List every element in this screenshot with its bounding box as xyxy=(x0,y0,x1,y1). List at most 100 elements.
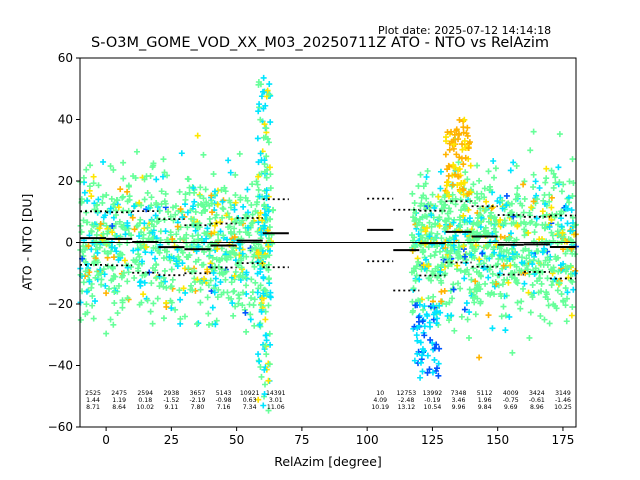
data-point xyxy=(452,201,459,208)
data-point xyxy=(188,268,195,275)
x-tick-label: 25 xyxy=(164,433,179,447)
plot-date: Plot date: 2025-07-12 14:14:18 xyxy=(378,24,552,37)
data-point xyxy=(565,199,572,206)
data-point xyxy=(421,265,428,272)
data-point xyxy=(436,345,443,352)
data-point xyxy=(228,279,235,286)
data-point xyxy=(490,158,497,165)
data-point xyxy=(134,222,141,229)
data-point xyxy=(211,222,218,229)
data-point xyxy=(255,108,262,115)
data-point xyxy=(543,165,550,172)
data-point xyxy=(160,255,167,262)
data-point xyxy=(419,249,426,256)
data-point xyxy=(220,206,227,213)
data-point xyxy=(112,220,119,227)
data-point xyxy=(485,312,492,319)
data-point xyxy=(451,164,458,171)
data-point xyxy=(502,327,509,334)
data-point xyxy=(181,313,188,320)
data-point xyxy=(83,288,90,295)
data-point xyxy=(493,280,500,287)
x-tick-label: 0 xyxy=(102,433,110,447)
bin-mean-label: -1.46 xyxy=(555,397,571,404)
data-point xyxy=(448,312,455,319)
data-point xyxy=(557,262,564,269)
data-point xyxy=(90,173,97,180)
data-point xyxy=(126,193,133,200)
data-point xyxy=(472,293,479,300)
data-point xyxy=(542,179,549,186)
data-point xyxy=(248,276,255,283)
data-point xyxy=(158,279,165,286)
data-point xyxy=(84,309,91,316)
data-point xyxy=(152,212,159,219)
data-point xyxy=(86,183,93,190)
data-point xyxy=(141,196,148,203)
data-point xyxy=(526,209,533,216)
data-point xyxy=(218,186,225,193)
data-point xyxy=(423,195,430,202)
bin-std-label: 9.84 xyxy=(478,404,492,411)
data-point xyxy=(456,116,463,123)
data-point xyxy=(77,316,84,323)
data-point xyxy=(163,248,170,255)
data-point xyxy=(482,224,489,231)
data-point xyxy=(142,271,149,278)
data-point xyxy=(418,266,425,273)
data-point xyxy=(483,198,490,205)
data-point xyxy=(569,214,576,221)
bin-std-label: 11.06 xyxy=(267,404,285,411)
data-point xyxy=(261,222,268,229)
data-point xyxy=(430,316,437,323)
data-point xyxy=(438,198,445,205)
data-point xyxy=(83,166,90,173)
data-point xyxy=(207,277,214,284)
data-point xyxy=(514,253,521,260)
data-point xyxy=(254,181,261,188)
data-point xyxy=(124,222,131,229)
data-point xyxy=(424,168,431,175)
data-point xyxy=(161,169,168,176)
data-point xyxy=(435,193,442,200)
data-point xyxy=(232,192,239,199)
data-point xyxy=(244,209,251,216)
data-point xyxy=(131,275,138,282)
data-point xyxy=(197,299,204,306)
data-point xyxy=(409,309,416,316)
data-point xyxy=(201,275,208,282)
data-point xyxy=(263,332,270,339)
data-point xyxy=(218,291,225,298)
data-point xyxy=(193,321,200,328)
x-tick-label: 175 xyxy=(551,433,574,447)
data-point xyxy=(570,286,577,293)
data-point xyxy=(257,265,264,272)
data-point xyxy=(419,234,426,241)
data-point xyxy=(460,203,467,210)
data-point xyxy=(90,222,97,229)
data-point xyxy=(424,369,431,376)
data-point xyxy=(542,294,549,301)
data-point xyxy=(422,213,429,220)
data-point xyxy=(425,295,432,302)
data-point xyxy=(257,282,264,289)
data-point xyxy=(120,175,127,182)
data-point xyxy=(425,244,432,251)
data-point xyxy=(415,318,422,325)
data-point xyxy=(248,295,255,302)
data-point xyxy=(255,251,262,258)
data-point xyxy=(449,191,456,198)
data-point xyxy=(160,156,167,163)
data-point xyxy=(266,330,273,337)
data-point xyxy=(231,218,238,225)
data-point xyxy=(260,74,267,81)
data-point xyxy=(197,278,204,285)
data-point xyxy=(122,231,129,238)
data-point xyxy=(165,208,172,215)
data-point xyxy=(253,178,260,185)
data-point xyxy=(519,254,526,261)
data-point xyxy=(120,193,127,200)
data-point xyxy=(265,302,272,309)
data-point xyxy=(414,337,421,344)
data-point xyxy=(502,312,509,319)
